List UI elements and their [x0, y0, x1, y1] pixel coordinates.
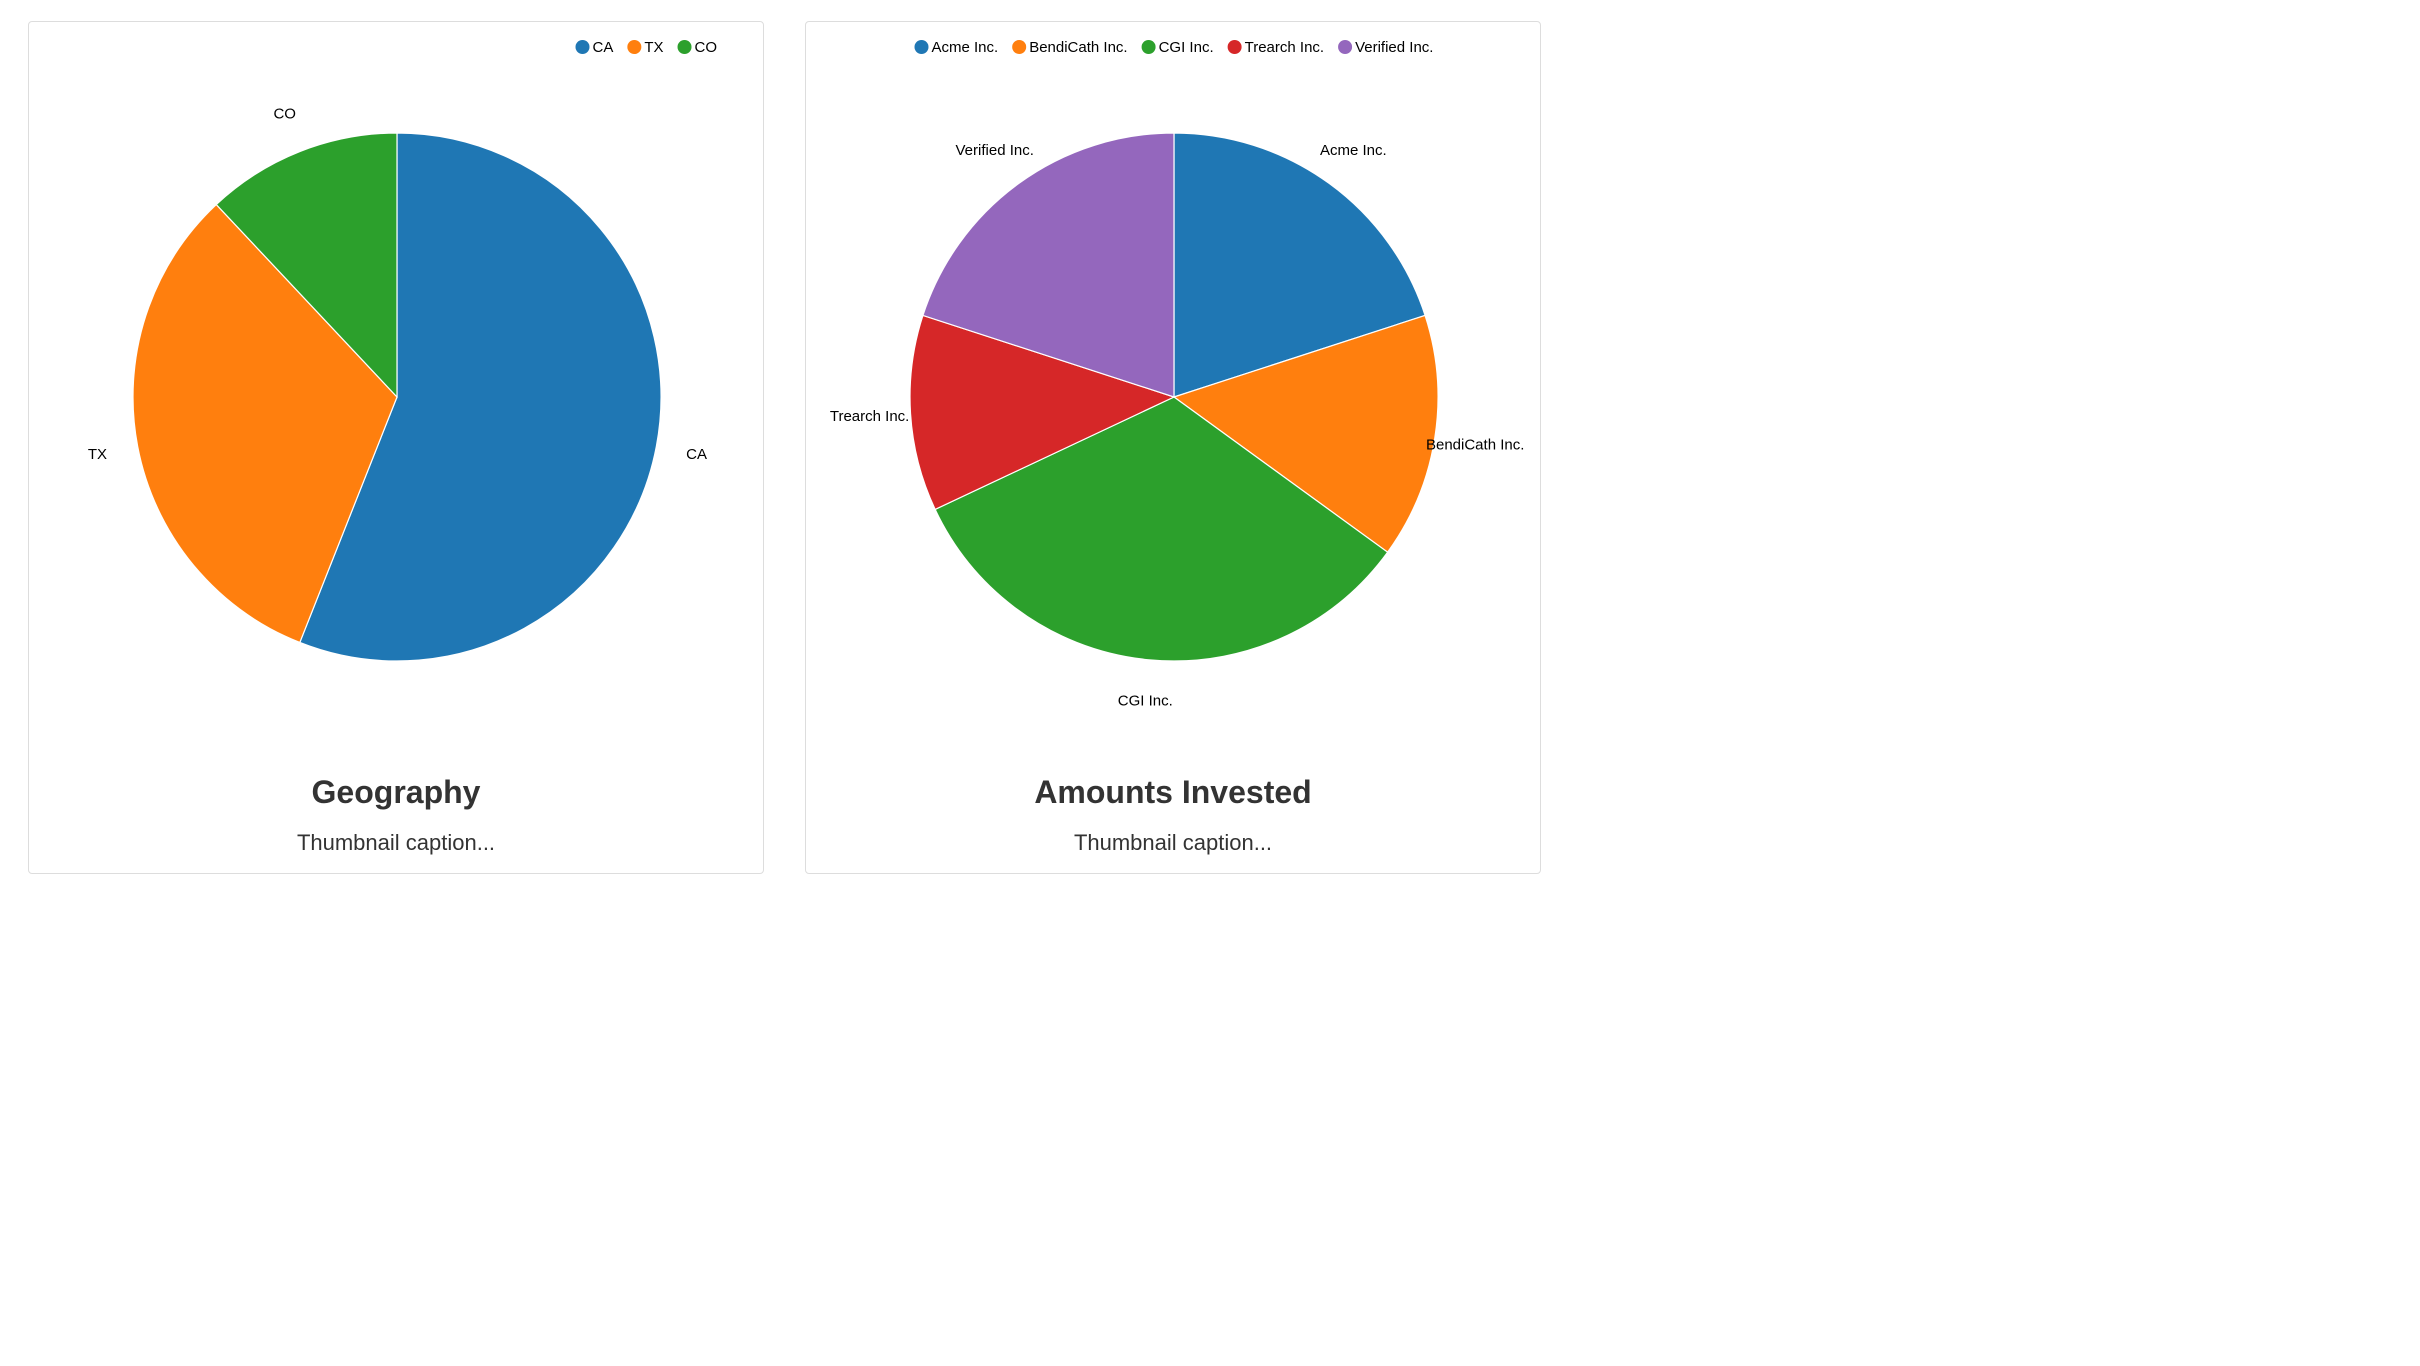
legend-label: CA [593, 39, 614, 56]
slice-label-tx: TX [88, 446, 107, 463]
legend-swatch [1141, 40, 1156, 54]
legend-item-trearch-inc[interactable]: Trearch Inc. [1227, 39, 1324, 56]
slice-label-verified-inc: Verified Inc. [956, 142, 1034, 159]
thumbnail-geography: CA TX CO CA TX CO Geography Thumbnail captio… [28, 21, 764, 874]
slice-label-acme-inc: Acme Inc. [1320, 142, 1387, 159]
legend-item-tx[interactable]: TX [627, 39, 664, 56]
slice-label-bendicath-inc: BendiCath Inc. [1426, 437, 1524, 454]
chart-legend: Acme Inc. BendiCath Inc. CGI Inc. Trearch I… [914, 39, 1433, 56]
pie-slice-bendicath-inc[interactable] [1172, 314, 1439, 554]
pie-labels: CA TX CO [88, 105, 707, 463]
legend-label: CO [695, 39, 718, 56]
pie-slice-verified-inc[interactable] [922, 132, 1175, 398]
pie-labels: Acme Inc. BendiCath Inc. CGI Inc. Trearch I… [830, 142, 1525, 709]
thumbnail-title: Geography [311, 774, 481, 810]
legend-item-ca[interactable]: CA [575, 39, 614, 56]
legend-label: Trearch Inc. [1245, 39, 1324, 56]
pie-slice-co[interactable] [215, 132, 398, 399]
slice-label-co: CO [273, 105, 296, 122]
legend-item-cgi-inc[interactable]: CGI Inc. [1141, 39, 1214, 56]
legend-label: BendiCath Inc. [1029, 39, 1127, 56]
legend-label: Verified Inc. [1355, 39, 1433, 56]
pie-chart-amounts-invested: Acme Inc. BendiCath Inc. CGI Inc. Trearch I… [830, 39, 1525, 710]
slice-label-trearch-inc: Trearch Inc. [830, 408, 909, 425]
thumbnail-caption: Thumbnail caption... [296, 830, 496, 855]
pie-slices [132, 132, 662, 662]
thumbnail-amounts-invested: Acme Inc. BendiCath Inc. CGI Inc. Trearch I… [805, 21, 1541, 874]
pie-slice-cgi-inc[interactable] [934, 396, 1389, 662]
pie-slice-tx[interactable] [132, 203, 398, 644]
legend-swatch [627, 40, 642, 54]
slice-label-cgi-inc: CGI Inc. [1118, 693, 1173, 710]
pie-slice-acme-inc[interactable] [1173, 132, 1426, 398]
thumbnail-caption-block: Amounts Invested Thumbnail caption... [806, 762, 1540, 856]
thumbnail-title: Amounts Invested [1034, 774, 1312, 810]
legend-swatch [914, 40, 929, 54]
legend-item-bendicath-inc[interactable]: BendiCath Inc. [1012, 39, 1128, 56]
pie-chart-geography: CA TX CO CA TX CO [88, 39, 718, 662]
thumbnail-caption: Thumbnail caption... [1073, 830, 1273, 855]
legend-item-verified-inc[interactable]: Verified Inc. [1338, 39, 1433, 56]
legend-label: TX [644, 39, 663, 56]
legend-swatch [1338, 40, 1353, 54]
thumbnail-caption-block: Geography Thumbnail caption... [29, 762, 763, 856]
legend-item-co[interactable]: CO [677, 39, 718, 56]
legend-item-acme-inc[interactable]: Acme Inc. [914, 39, 999, 56]
legend-label: Acme Inc. [932, 39, 999, 56]
legend-swatch [575, 40, 590, 54]
slice-label-ca: CA [686, 446, 707, 463]
legend-label: CGI Inc. [1159, 39, 1214, 56]
legend-swatch [1012, 40, 1027, 54]
chart-legend: CA TX CO [575, 39, 718, 56]
pie-slice-ca[interactable] [299, 132, 662, 662]
legend-swatch [677, 40, 692, 54]
legend-swatch [1227, 40, 1242, 54]
pie-slices [909, 132, 1439, 662]
pie-slice-trearch-inc[interactable] [909, 314, 1176, 511]
